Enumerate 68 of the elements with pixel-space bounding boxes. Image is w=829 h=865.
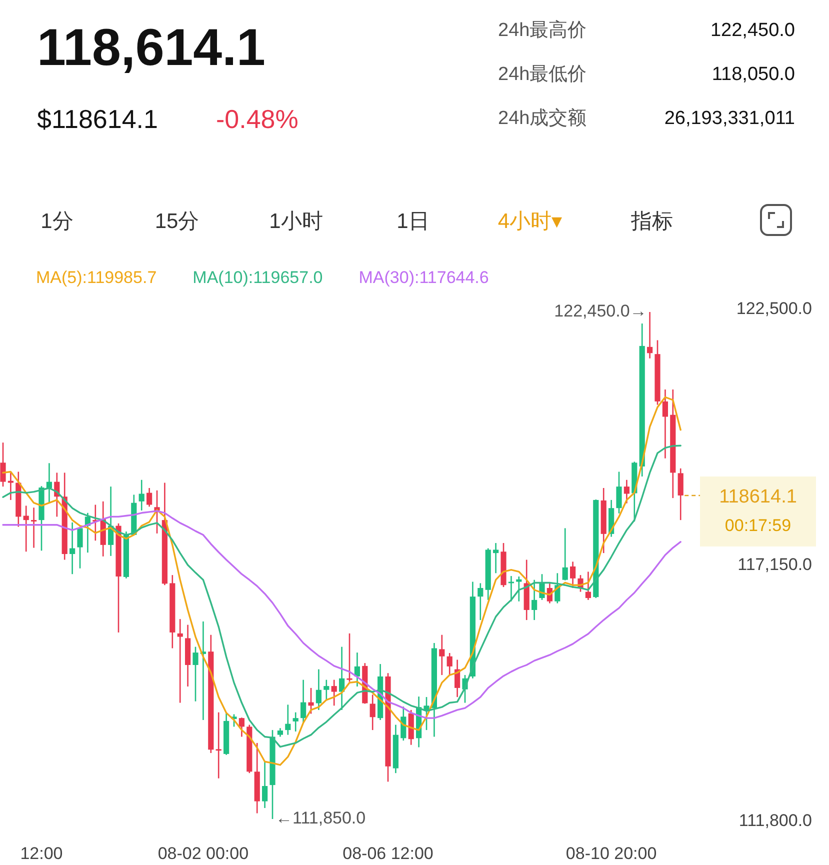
text: MA(5):119985.7 [36,268,157,287]
candlestick [31,506,37,548]
candlestick [316,668,322,711]
candlestick [300,679,306,724]
text: 00:17:59 [724,516,792,535]
text: 15分 [154,210,200,233]
candlestick [0,442,6,488]
x-tick-label: 08-10 20:00 [566,844,657,863]
text: 1日 [396,210,430,233]
candlestick [308,687,314,714]
candlestick [339,646,345,711]
text: 1小时 [269,210,323,233]
candlestick [446,652,452,676]
candlestick [146,487,152,508]
line-series [2,444,682,748]
candlestick [493,542,499,574]
candlestick [285,704,291,736]
candlestick [23,505,29,552]
candlestick [585,571,591,601]
y-tick-label: 111,800.0 [738,810,812,830]
text: 26,193,331,011 [664,108,795,129]
candlestick [346,632,352,682]
candlestick [292,712,298,732]
candlestick [439,634,445,676]
x-tick-label: 08-06 12:00 [342,844,434,863]
text: 4小时▾ [498,210,563,233]
annotation: ←111,850.0 [276,808,366,828]
y-tick-label: 117,150.0 [738,554,812,574]
text: -0.48% [216,104,298,134]
candlestick [70,522,76,575]
candlestick [562,528,568,581]
candlestick [154,490,160,534]
candlestick [516,576,522,602]
candlestick [324,679,330,701]
candlestick [678,468,684,521]
x-tick-label: 08-02 00:00 [158,844,249,863]
candlestick [77,526,83,570]
candlestick [662,388,668,460]
candlestick [192,646,198,702]
candlestick [238,716,244,738]
text: 24h成交额 [498,107,587,129]
text: MA(10):119657.0 [192,268,323,287]
candlestick [647,311,653,360]
annotation: 122,450.0→ [554,301,647,320]
candlestick [216,712,222,779]
text: $118614.1 [37,104,158,134]
candlestick [8,472,14,501]
candlestick [331,679,337,706]
candlestick [624,479,630,504]
text: 1分 [40,210,74,233]
ref-line-label: 118614.1 [719,486,797,508]
candlestick [354,652,360,688]
candlestick [478,582,484,621]
text: 24h最高价 [498,19,587,41]
candlestick [262,760,268,809]
text: 指标 [630,210,673,233]
text: 122,450.0 [710,20,795,41]
chart-title: 118,614.1 [37,19,266,77]
x-tick-label: 12:00 [20,844,63,863]
candlestick [177,618,183,704]
y-tick-label: 122,500.0 [736,299,812,318]
candlestick [370,694,376,731]
text: MA(30):117644.6 [358,268,489,287]
candlestick [138,479,144,512]
candlestick [532,579,538,621]
text: 118,050.0 [712,64,795,85]
candlestick [616,471,622,514]
text: 24h最低价 [498,64,587,85]
